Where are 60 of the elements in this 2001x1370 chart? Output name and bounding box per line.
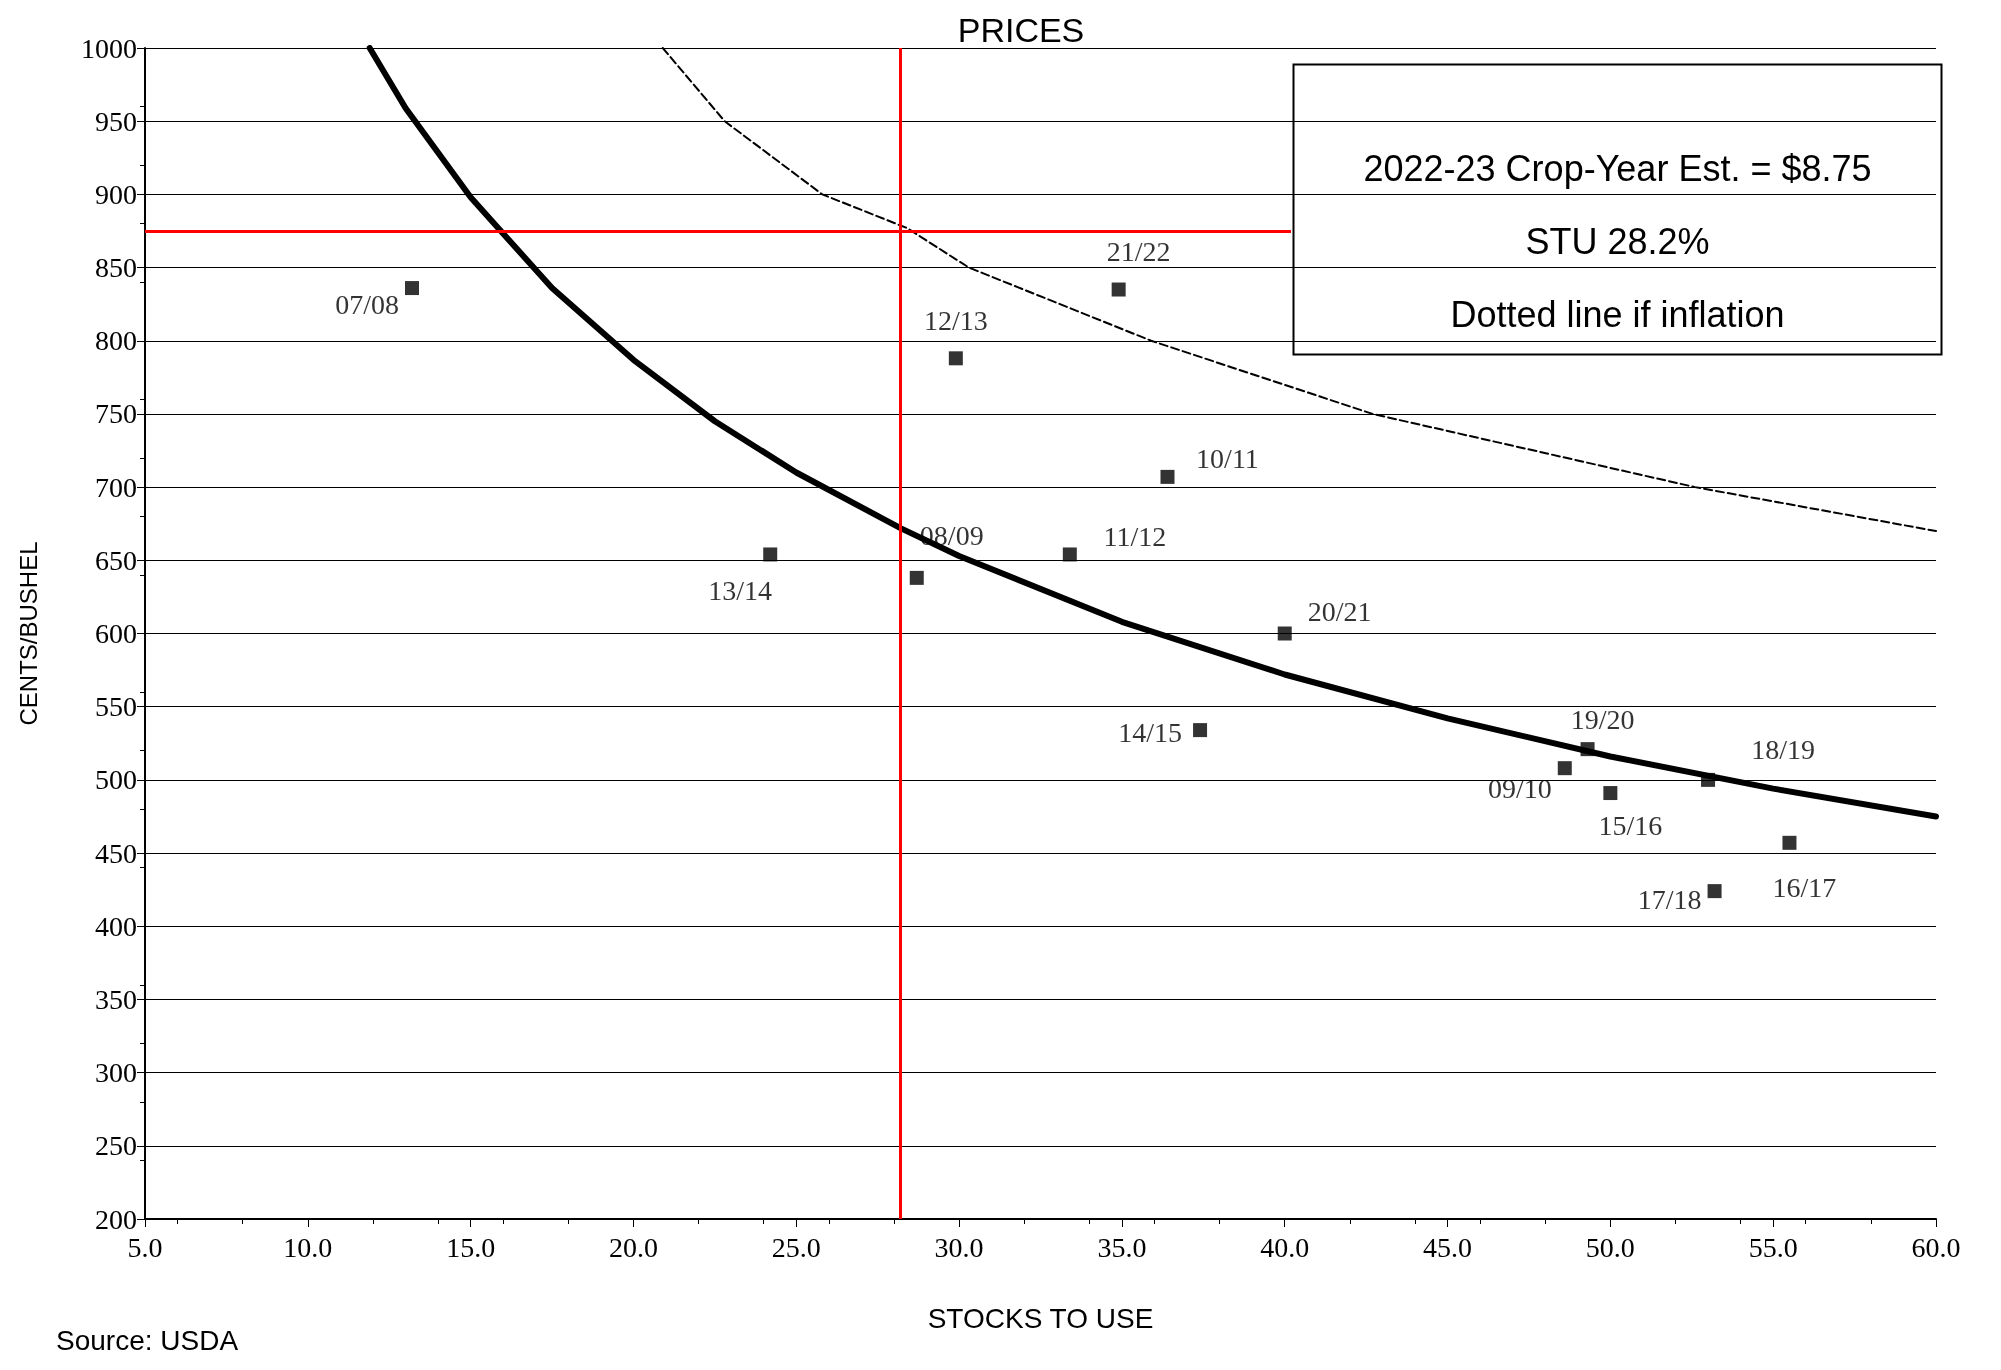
y-tick-label: 1000: [81, 32, 137, 64]
x-tick-label: 15.0: [446, 1231, 496, 1263]
point: [1557, 761, 1572, 776]
annotation: 13/14: [708, 574, 773, 606]
point: [405, 281, 420, 296]
y-tick-label: 450: [95, 837, 137, 869]
point: [1111, 282, 1126, 297]
point: [763, 547, 778, 562]
annotation: 16/17: [1772, 872, 1837, 904]
point: [1580, 742, 1595, 757]
x-tick-label: 60.0: [1911, 1231, 1961, 1263]
point: [1603, 786, 1618, 801]
y-tick-label: 950: [95, 105, 137, 137]
annotation: 21/22: [1106, 236, 1171, 268]
point: [1193, 723, 1208, 738]
x-tick-label: 35.0: [1097, 1231, 1147, 1263]
x-tick-label: 50.0: [1585, 1231, 1635, 1263]
annotation: 07/08: [335, 288, 399, 320]
annotation: 14/15: [1118, 716, 1182, 748]
x-tick-label: 25.0: [771, 1231, 821, 1263]
x-tick-label: 40.0: [1260, 1231, 1310, 1263]
annotation: 2022-23 Crop-Year Est. = $8.75 STU 28.2% Dotted line if inflation: [1363, 147, 1872, 335]
annotation: 12/13: [923, 304, 988, 336]
y-tick-label: 250: [95, 1130, 137, 1162]
x-tick-label: 30.0: [934, 1231, 984, 1263]
y-tick-label: 650: [95, 544, 137, 576]
annotation: 19/20: [1570, 703, 1635, 735]
x-tick-label: 20.0: [608, 1231, 658, 1263]
point: [909, 570, 924, 585]
x-tick-label: 10.0: [283, 1231, 333, 1263]
annotation: 10/11: [1196, 443, 1259, 475]
annotation: 18/19: [1751, 734, 1815, 766]
point: [1707, 884, 1722, 899]
x-tick-label: 45.0: [1423, 1231, 1473, 1263]
point: [1160, 469, 1175, 484]
annotation: 11/12: [1103, 520, 1167, 552]
chart-title: PRICES: [957, 11, 1085, 49]
y-tick-label: 550: [95, 691, 137, 723]
annotation: 15/16: [1598, 809, 1663, 841]
point: [1701, 772, 1716, 787]
y-tick-label: 500: [95, 764, 137, 796]
y-tick-label: 900: [95, 178, 137, 210]
y-tick-label: 400: [95, 910, 137, 942]
annotation: 17/18: [1637, 883, 1702, 915]
x-tick-label: 55.0: [1748, 1231, 1798, 1263]
y-axis-title: CENTS/BUSHEL: [14, 541, 42, 726]
y-tick-label: 850: [95, 252, 137, 284]
y-tick-label: 300: [95, 1057, 137, 1089]
source-note: Source: USDA: [56, 1324, 239, 1356]
y-tick-label: 600: [95, 618, 137, 649]
point: [1782, 835, 1797, 850]
y-tick-label: 750: [95, 398, 137, 430]
annotation: 20/21: [1307, 596, 1372, 627]
point: [1062, 547, 1077, 562]
y-tick-label: 700: [95, 471, 137, 503]
y-tick-label: 800: [95, 325, 137, 357]
point: [1277, 626, 1292, 641]
y-tick-label: 350: [95, 983, 137, 1015]
point: [948, 351, 963, 366]
x-axis-title: STOCKS TO USE: [927, 1302, 1154, 1334]
